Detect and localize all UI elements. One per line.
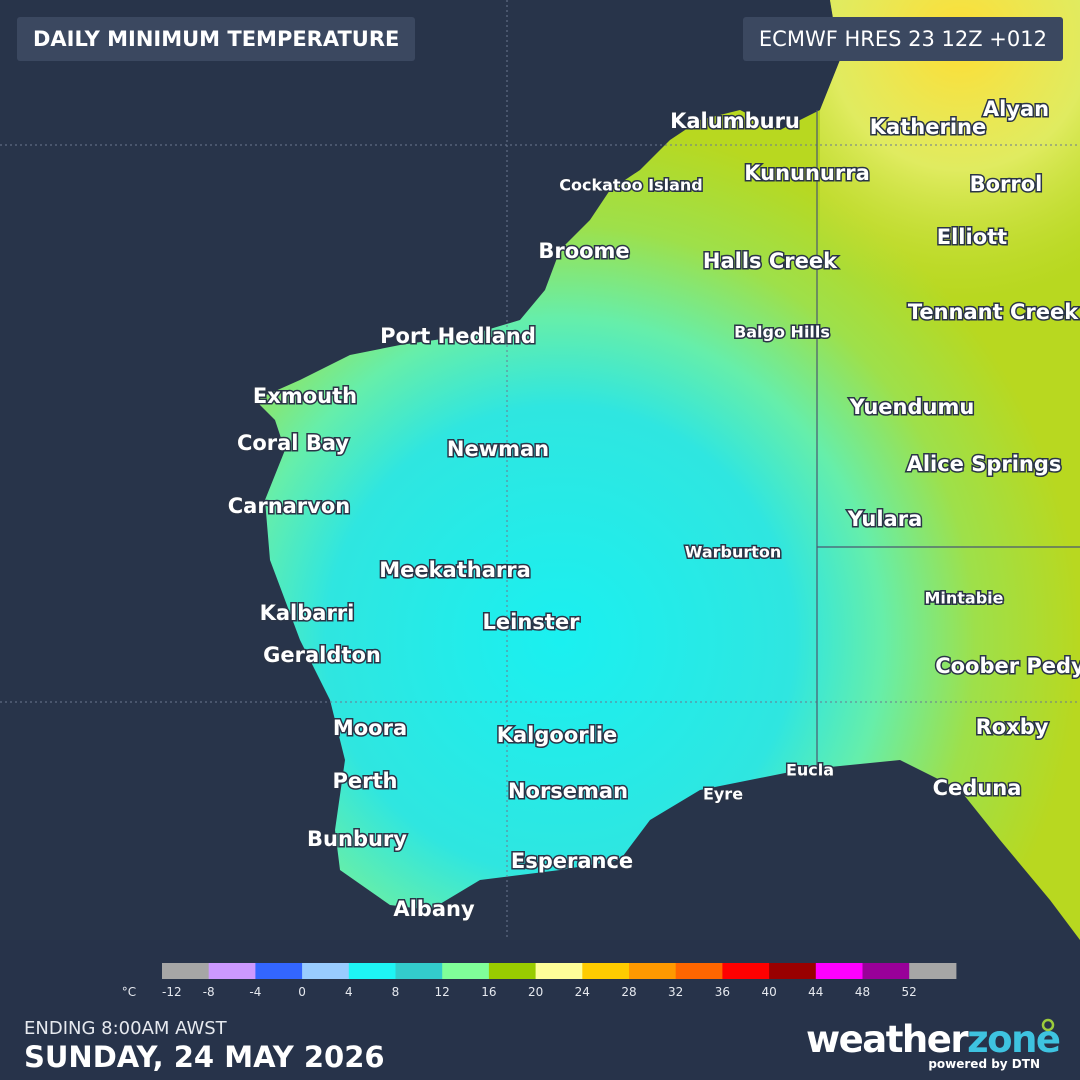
brand: weatherzone <box>806 1018 1060 1061</box>
place-label: Perth <box>333 769 398 793</box>
graticule <box>0 0 1080 940</box>
legend-swatch <box>488 963 537 979</box>
legend-swatch <box>208 963 256 979</box>
legend-tick-label: 16 <box>481 985 496 999</box>
legend-swatch <box>722 963 770 979</box>
legend-tick-label: 36 <box>715 985 730 999</box>
legend-swatch <box>302 963 350 979</box>
legend-swatch <box>162 963 210 979</box>
model-badge: ECMWF HRES 23 12Z +012 <box>742 17 1063 61</box>
place-label: Exmouth <box>253 384 357 408</box>
place-label: Warburton <box>685 543 782 562</box>
place-label: Elliott <box>937 225 1007 249</box>
place-label: Alyan <box>983 97 1049 121</box>
legend-tick-label: 12 <box>435 985 450 999</box>
place-label: Carnarvon <box>228 494 350 518</box>
legend-swatch <box>535 963 583 979</box>
legend-tick-label: 32 <box>668 985 683 999</box>
legend-swatch <box>862 963 910 979</box>
powered: powered by DTN <box>928 1057 1040 1071</box>
legend: °C -12 -8 -4 0 4 8 12 16 20 24 28 32 36 40 44 48 52 <box>122 963 957 999</box>
place-label: Kalbarri <box>260 601 355 625</box>
place-label: Albany <box>393 897 475 921</box>
brand-b: zone <box>967 1018 1060 1061</box>
legend-tick-label: 4 <box>345 985 353 999</box>
legend-tick-label: -8 <box>203 985 215 999</box>
legend-swatch <box>395 963 443 979</box>
legend-swatch <box>442 963 490 979</box>
place-label: Esperance <box>511 849 633 873</box>
place-label: Cockatoo Island <box>559 176 702 195</box>
place-label: Bunbury <box>307 827 407 851</box>
place-label: Moora <box>333 716 407 740</box>
logo-dot <box>1041 1018 1055 1032</box>
legend-tick-label: 8 <box>392 985 400 999</box>
state-borders <box>816 110 1080 772</box>
place-label: Leinster <box>483 610 581 634</box>
place-label: Katherine <box>870 115 986 139</box>
place-label: Kununurra <box>744 161 870 185</box>
place-label: Norseman <box>508 779 628 803</box>
title-badge: DAILY MINIMUM TEMPERATURE <box>17 17 416 61</box>
legend-swatch <box>815 963 863 979</box>
place-label: Kalgoorlie <box>497 723 618 747</box>
warm-area <box>820 0 1080 300</box>
legend-tick-label: 28 <box>621 985 636 999</box>
legend-unit: °C <box>122 985 136 999</box>
place-label: Newman <box>447 437 549 461</box>
place-label: Alice Springs <box>907 452 1062 476</box>
brand-a: weather <box>806 1018 969 1061</box>
place-label: Balgo Hills <box>734 323 830 342</box>
legend-tick-label: 0 <box>298 985 306 999</box>
legend-swatch <box>675 963 723 979</box>
legend-tick-label: 48 <box>855 985 870 999</box>
place-label: Halls Creek <box>703 249 838 273</box>
place-label: Coral Bay <box>237 431 349 455</box>
legend-tick-label: -12 <box>162 985 182 999</box>
place-label: Borrol <box>970 172 1043 196</box>
legend-tick-label: 20 <box>528 985 543 999</box>
date: SUNDAY, 24 MAY 2026 <box>24 1040 385 1074</box>
place-label: Coober Pedy <box>935 654 1080 678</box>
legend-tick-label: 40 <box>761 985 776 999</box>
legend-tick-label: 52 <box>902 985 917 999</box>
place-label: Roxby <box>976 715 1049 739</box>
place-label: Broome <box>538 239 629 263</box>
title: DAILY MINIMUM TEMPERATURE <box>33 27 400 51</box>
place-label: Eucla <box>786 761 834 780</box>
place-label: Geraldton <box>263 643 381 667</box>
place-label: Yuendumu <box>849 395 975 419</box>
ending: ENDING 8:00AM AWST <box>24 1018 228 1039</box>
place-label: Kalumburu <box>670 109 800 133</box>
place-label: Yulara <box>847 507 923 531</box>
place-label: Tennant Creek <box>908 300 1079 324</box>
model: ECMWF HRES 23 12Z +012 <box>758 27 1047 51</box>
legend-tick-label: 24 <box>575 985 590 999</box>
legend-swatch <box>348 963 396 979</box>
place-label: Ceduna <box>933 776 1022 800</box>
legend-swatch <box>629 963 677 979</box>
legend-swatch <box>909 963 957 979</box>
legend-swatch <box>255 963 303 979</box>
place-label: Port Hedland <box>380 324 536 348</box>
place-label: Mintabie <box>924 589 1003 608</box>
legend-tick-label: 44 <box>808 985 823 999</box>
legend-swatch <box>769 963 817 979</box>
place-label: Eyre <box>703 785 743 804</box>
place-label: Meekatharra <box>379 558 531 582</box>
legend-tick-label: -4 <box>249 985 261 999</box>
legend-swatch <box>582 963 630 979</box>
